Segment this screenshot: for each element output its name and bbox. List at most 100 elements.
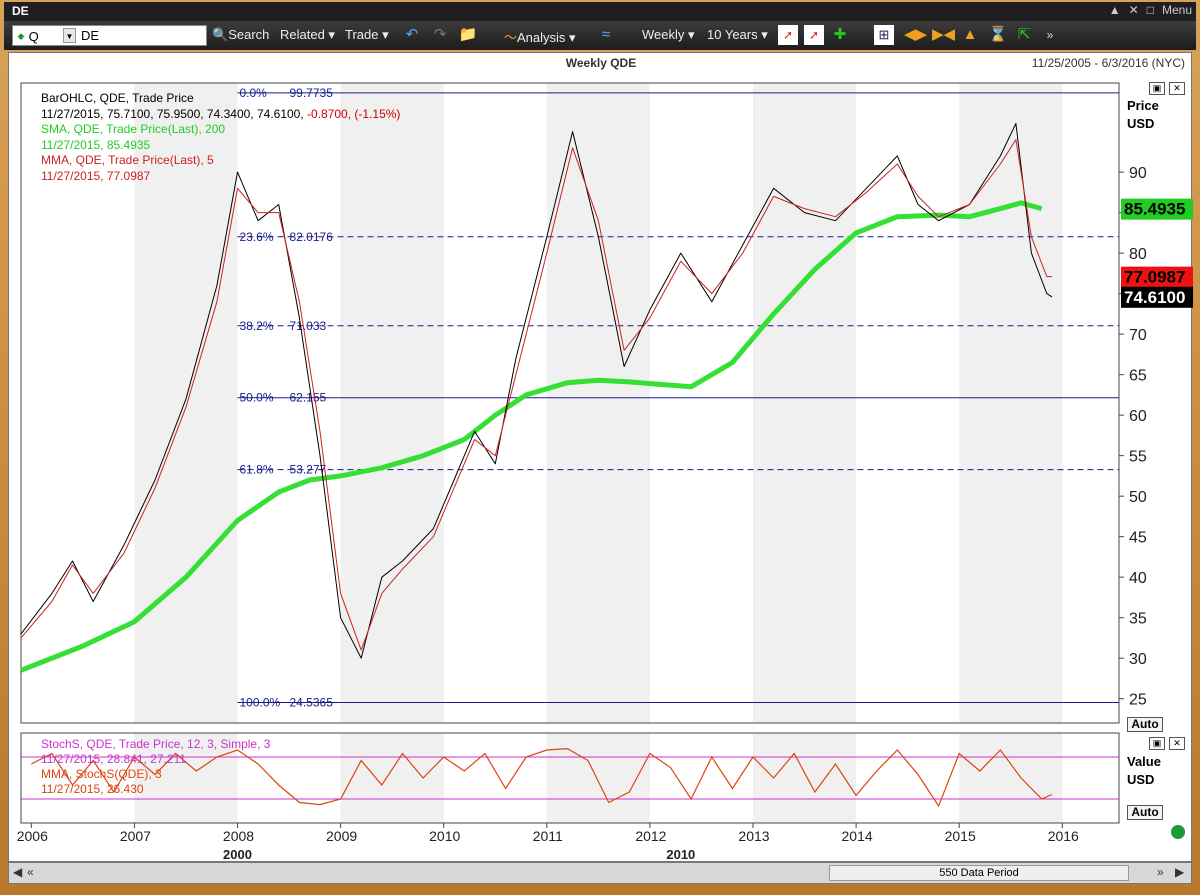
legend-row: 11/27/2015, 28.841, 27.211 (41, 752, 270, 767)
y-tick-label: 40 (1129, 570, 1147, 587)
line-chart-icon[interactable]: ➚ (778, 25, 798, 45)
price-legend: BarOHLC, QDE, Trade Price 11/27/2015, 75.… (41, 91, 400, 184)
year-band (546, 83, 650, 723)
chart-title: Weekly QDE (565, 56, 637, 70)
fib-pct-label: 23.6% (240, 230, 274, 244)
hourglass-icon[interactable]: ⌛ (988, 26, 1008, 43)
legend-row: 11/27/2015, 75.7100, 75.9500, 74.3400, 7… (41, 107, 400, 123)
symbol-entry[interactable]: 🠹 Q ▼ DE (12, 25, 207, 46)
x-tick-label: 2008 (223, 828, 254, 844)
stoch-axis-unit: USD (1127, 772, 1155, 787)
year-band (753, 83, 857, 723)
chevron-down-icon[interactable]: ▼ (63, 28, 76, 43)
price-chart[interactable]: 0.0% 99.7735 23.6% 82.0176 38.2% 71.033 50.0% 6… (9, 53, 1193, 863)
analysis-menu[interactable]: 〜Analysis ▾ (504, 30, 576, 45)
legend-text: SMA, QDE, Trade Price(Last), 200 (41, 122, 226, 136)
legend-text: 11/27/2015, 75.7100, 75.9500, 74.3400, 7… (41, 106, 304, 121)
toolbar: 🠹 Q ▼ DE 🔍Search Related ▾ Trade ▾ ↶ ↷ 📁… (4, 21, 1196, 50)
status-light-icon (1171, 825, 1185, 839)
fib-value-label: 71.033 (290, 319, 327, 333)
menu-button[interactable]: Menu (1161, 3, 1192, 17)
fib-value-label: 62.155 (290, 391, 327, 405)
legend-text: MMA, QDE, Trade Price(Last), 5 (41, 153, 214, 167)
stoch-axis-header: Value USD (1127, 753, 1161, 789)
period-label[interactable]: 550 Data Period (829, 865, 1129, 881)
legend-text: 11/27/2015, 85.4935 (41, 137, 151, 152)
crosshair-icon[interactable]: ✚ (833, 26, 847, 43)
scale-icon[interactable]: ▲ (962, 26, 978, 43)
restore-icon[interactable]: □ (1146, 3, 1154, 17)
x-tick-label: 2013 (738, 828, 769, 844)
decade-label: 2010 (666, 847, 695, 862)
close-pane-icon[interactable]: ✕ (1169, 82, 1185, 95)
symbol-prefix[interactable]: 🠹 Q (17, 29, 39, 44)
x-tick-label: 2015 (945, 828, 976, 844)
year-band (340, 83, 444, 723)
scroll-right-icon[interactable]: ▶◀ (932, 26, 956, 43)
more-icon[interactable]: » (1046, 28, 1054, 42)
y-tick-label: 55 (1129, 449, 1147, 466)
legend-text: BarOHLC, QDE, Trade Price (41, 91, 194, 105)
x-tick-label: 2006 (17, 828, 48, 844)
compare-chart-icon[interactable]: ➚ (804, 25, 824, 45)
price-axis-unit: USD (1127, 116, 1155, 131)
fib-value-label: 82.0176 (290, 230, 334, 244)
scroll-left-icon[interactable]: ◀▶ (904, 26, 928, 43)
legend-text: StochS, QDE, Trade Price, 12, 3, Simple,… (41, 737, 271, 751)
stoch-line (31, 747, 1053, 808)
symbol-input[interactable]: DE (81, 28, 100, 43)
scroll-start-icon[interactable]: ◀ (13, 865, 23, 879)
undo-icon[interactable]: ↶ (405, 26, 419, 43)
close-stoch-icon[interactable]: ✕ (1169, 737, 1185, 750)
y-tick-label: 35 (1129, 611, 1147, 628)
pin-icon[interactable]: ▲ (1108, 3, 1121, 17)
analysis-icon: 〜 (504, 30, 518, 45)
scroll-back-icon[interactable]: « (27, 865, 34, 879)
close-icon[interactable]: ✕ (1128, 3, 1139, 17)
scroll-end-icon[interactable]: ▶ (1175, 865, 1185, 879)
x-tick-label: 2014 (842, 828, 873, 844)
fib-pct-label: 100.0% (240, 695, 281, 709)
y-tick-label: 65 (1129, 368, 1147, 385)
legend-row: MMA, QDE, Trade Price(Last), 5 (41, 153, 400, 169)
cursor-icon[interactable]: ⇱ (1017, 26, 1031, 43)
minimize-pane-icon[interactable]: ▣ (1149, 82, 1165, 95)
scroll-bar[interactable]: ◀ « 550 Data Period » ▶ (8, 862, 1192, 884)
fib-value-label: 99.7735 (290, 86, 334, 100)
fib-value-label: 53.277 (290, 463, 327, 477)
legend-row: 11/27/2015, 26.430 (41, 782, 270, 797)
x-tick-label: 2007 (120, 828, 151, 844)
date-range: 11/25/2005 - 6/3/2016 (NYC) (1031, 56, 1185, 70)
price-panel-border (20, 82, 1120, 724)
chart-area: 0.0% 99.7735 23.6% 82.0176 38.2% 71.033 50.0% 6… (8, 52, 1193, 863)
stoch-legend: StochS, QDE, Trade Price, 12, 3, Simple,… (41, 737, 270, 797)
search-button[interactable]: 🔍Search (212, 27, 270, 42)
folder-icon[interactable]: 📁 (458, 26, 478, 43)
title-bar: DE ▲ ✕ □ Menu (4, 2, 1196, 21)
minimize-stoch-icon[interactable]: ▣ (1149, 737, 1165, 750)
scroll-forward-icon[interactable]: » (1157, 865, 1164, 879)
trade-menu[interactable]: Trade ▾ (345, 27, 389, 42)
redo-icon[interactable]: ↷ (433, 26, 447, 43)
x-tick-label: 2011 (533, 828, 563, 844)
stoch-auto-button[interactable]: Auto (1127, 805, 1163, 820)
y-tick-label: 60 (1129, 408, 1147, 425)
stoch-axis-title: Value (1127, 754, 1161, 769)
legend-row: SMA, QDE, Trade Price(Last), 200 (41, 122, 400, 138)
interval-menu[interactable]: Weekly ▾ (642, 27, 695, 42)
related-menu[interactable]: Related ▾ (280, 27, 335, 42)
value-tag (1121, 266, 1193, 288)
zoom-icon[interactable]: ⊞ (874, 25, 894, 45)
year-band (134, 83, 238, 723)
legend-row: MMA, StochS(QDE), 3 (41, 767, 270, 782)
fib-value-label: 24.5365 (290, 695, 334, 709)
up-arrow-icon: 🠹 (17, 29, 26, 44)
range-menu[interactable]: 10 Years ▾ (707, 27, 768, 42)
price-auto-button[interactable]: Auto (1127, 717, 1163, 732)
price-axis-header: Price USD (1127, 97, 1159, 133)
studies-icon[interactable]: ≈ (601, 26, 611, 43)
fib-pct-label: 50.0% (240, 391, 274, 405)
fib-pct-label: 38.2% (240, 319, 274, 333)
stoch-panel-border (20, 732, 1120, 824)
series-line (20, 200, 1043, 673)
